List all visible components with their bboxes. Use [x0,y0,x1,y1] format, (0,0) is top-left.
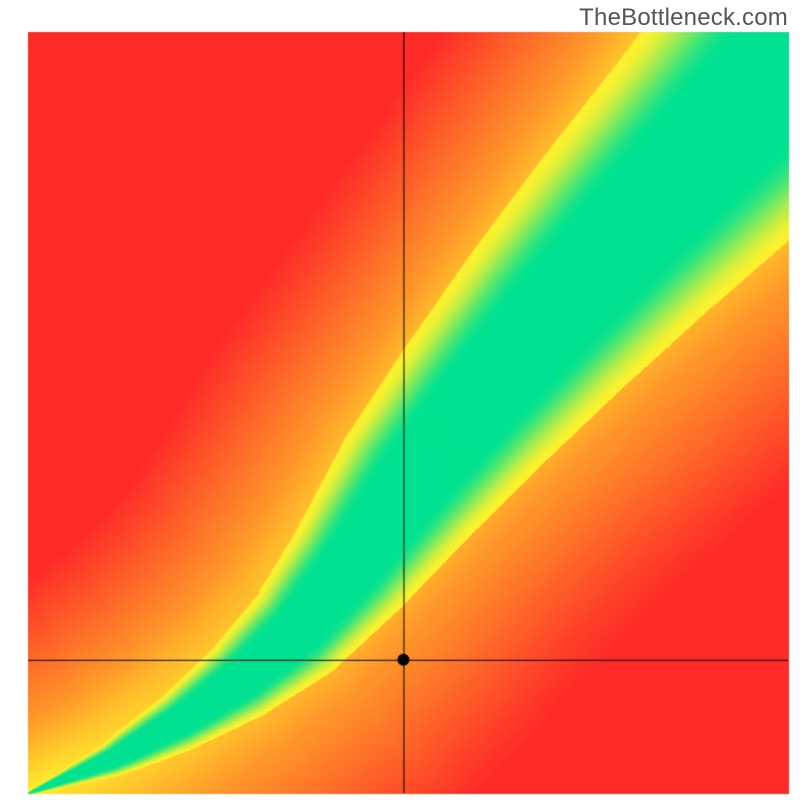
chart-container: TheBottleneck.com [0,0,800,800]
heatmap-canvas [0,0,800,800]
watermark-text: TheBottleneck.com [579,4,788,32]
